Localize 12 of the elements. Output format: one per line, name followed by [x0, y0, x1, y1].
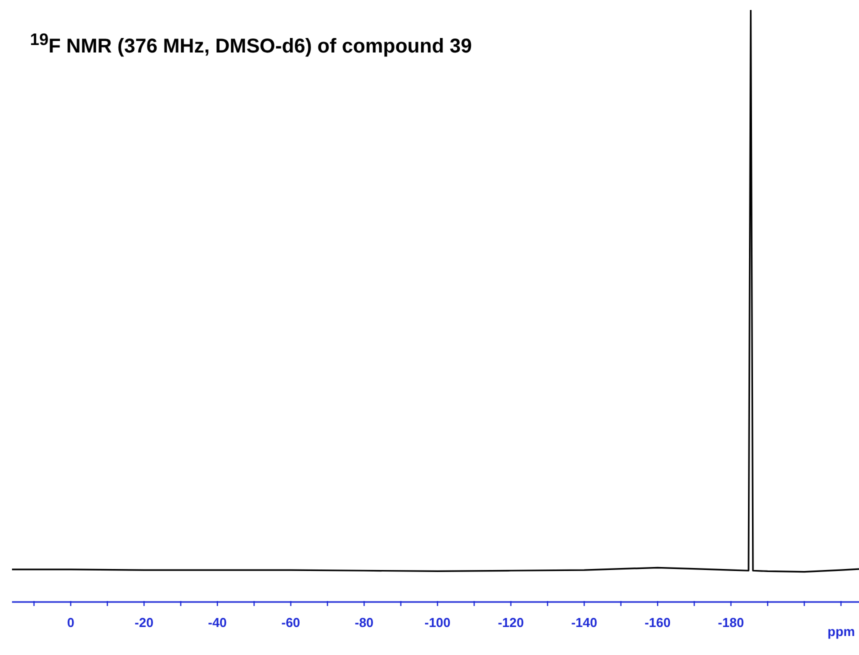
x-tick-label: -140 [571, 615, 598, 630]
x-tick-label: -180 [718, 615, 744, 630]
x-tick-label: -120 [498, 615, 524, 630]
x-tick-label: -160 [644, 615, 671, 630]
x-tick-label: 0 [67, 615, 74, 630]
x-tick-label: -60 [281, 615, 300, 630]
x-tick-label: -40 [208, 615, 227, 630]
x-tick-label: -80 [354, 615, 374, 630]
x-axis-title: ppm [828, 624, 855, 639]
x-tick-label: -100 [424, 615, 451, 630]
text: $^{19}$F NMR (376 MHz, DMSO-d6) of compound 39 [30, 30, 472, 59]
x-tick-label: -20 [134, 615, 154, 630]
